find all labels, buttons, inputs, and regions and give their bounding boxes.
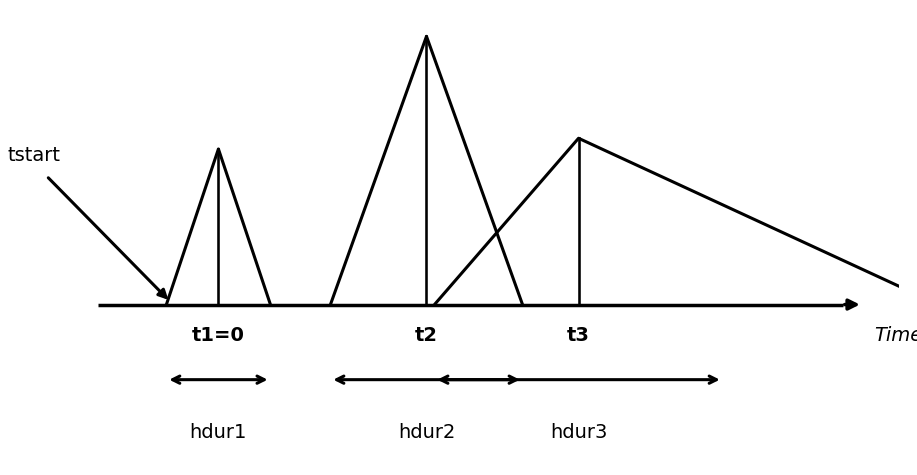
Text: tstart: tstart bbox=[8, 146, 61, 165]
Text: hdur1: hdur1 bbox=[190, 423, 247, 442]
Text: t1=0: t1=0 bbox=[192, 326, 245, 345]
Text: hdur2: hdur2 bbox=[398, 423, 455, 442]
Text: t2: t2 bbox=[415, 326, 438, 345]
Text: t3: t3 bbox=[567, 326, 590, 345]
Text: Time: Time bbox=[875, 326, 917, 345]
Text: hdur3: hdur3 bbox=[550, 423, 607, 442]
